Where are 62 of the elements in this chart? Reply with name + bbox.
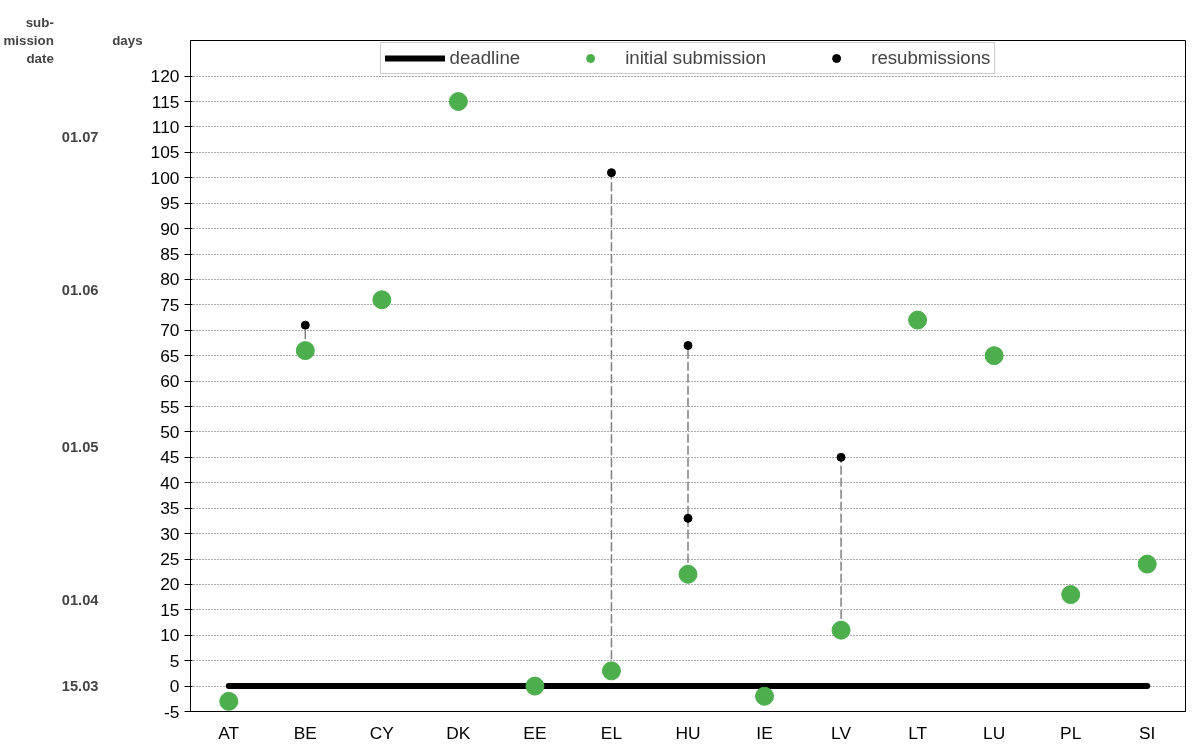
y-tick-label: 85 [160,244,180,264]
point [525,676,545,696]
x-tick-label: EE [523,722,547,743]
x-tick-label: PL [1060,722,1082,743]
y-axis-title: days [112,33,143,48]
y2-tick-label: 01.04 [61,591,100,608]
x-tick-label: LV [831,722,852,743]
y-tick-label: 80 [160,269,180,290]
x-tick-label: AT [218,722,240,743]
y-tick-label: 70 [160,320,180,341]
y2-tick-label: 01.06 [61,281,99,298]
x-tick-label: DK [446,722,471,743]
y-tick-label: 35 [160,498,180,519]
point [908,310,928,330]
y-tick-label: 50 [160,421,180,442]
point [984,346,1004,366]
y-tick-label: 105 [150,142,180,163]
y2-tick-label: 01.07 [61,129,99,146]
y-tick-label: 20 [160,574,180,595]
y-tick-label: 65 [160,345,180,366]
y-tick-label: 55 [160,396,180,417]
y-tick-label: 75 [160,294,180,315]
legend-label: deadline [449,47,521,69]
y-tick-label: 25 [160,549,180,569]
x-tick-label: SI [1139,722,1156,743]
point [1061,585,1081,605]
x-tick-label: CY [369,722,395,743]
y-tick-label: 60 [160,371,180,392]
point [448,92,468,111]
x-tick-label: LU [983,722,1006,743]
y-tick-label: 45 [160,447,180,468]
point [601,661,621,681]
point [755,686,775,706]
point [372,290,392,310]
legend-label: initial submission [625,47,767,69]
y-tick-label: 0 [169,676,180,697]
point [219,691,239,711]
y2-tick-label: 01.05 [61,439,99,456]
legend-label: resubmissions [871,47,991,69]
y-tick-label: 5 [169,650,180,671]
y-tick-label: 115 [151,91,180,112]
point [1137,554,1157,574]
y-tick-label: 10 [160,625,180,646]
y-tick-label: 95 [160,193,180,214]
y-tick-label: -5 [164,701,180,722]
x-tick-label: BE [293,722,317,743]
y-tick-label: 40 [160,472,180,493]
x-tick-label: IE [756,722,773,743]
y-tick-label: 15 [160,599,180,620]
x-tick-label: HU [675,722,701,743]
y-tick-label: 100 [150,167,180,188]
x-tick-label: EL [600,722,623,743]
y2-tick-label: 15.03 [61,678,99,695]
point [295,341,315,361]
point [831,620,851,640]
y-tick-label: 120 [150,66,180,87]
point [678,564,698,584]
y2-axis-title: sub- mission date [3,15,54,66]
y-tick-label: 30 [160,523,180,544]
y-tick-label: 90 [160,218,180,239]
x-tick-label: LT [908,722,928,743]
y-tick-label: 110 [151,116,180,137]
